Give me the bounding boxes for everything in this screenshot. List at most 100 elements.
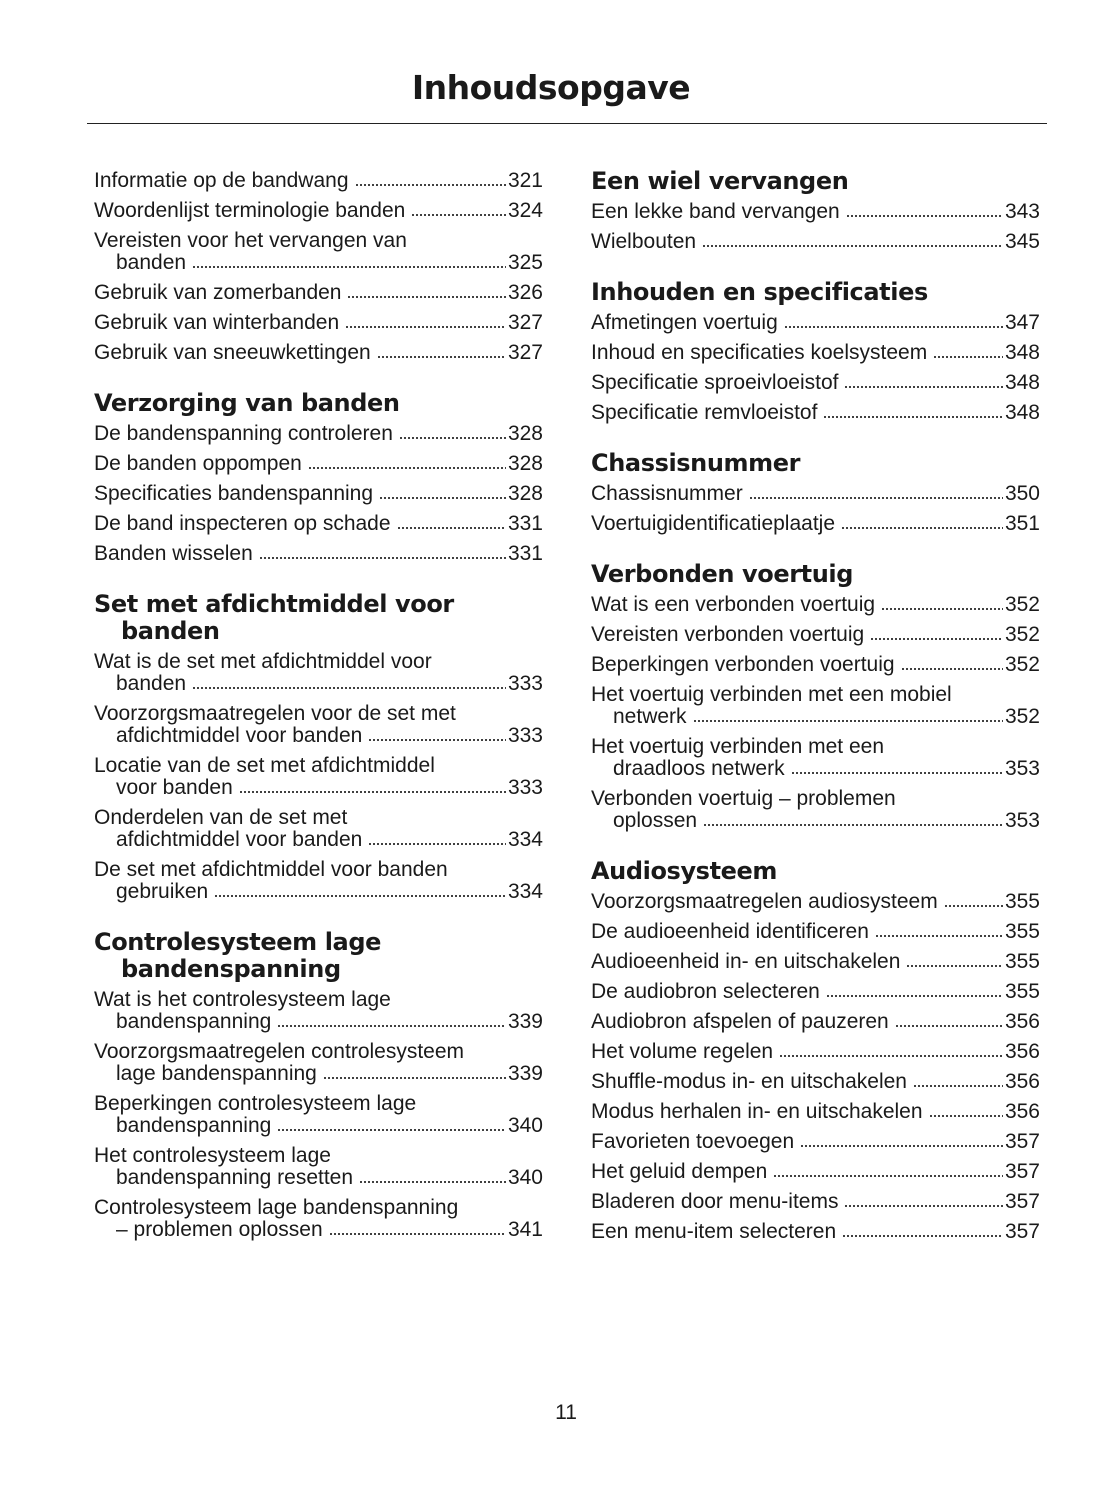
leader-group: 355 [869, 921, 1040, 943]
entry-row: bandenspanning 339 [116, 1011, 543, 1033]
dot-leader [906, 954, 1003, 968]
entry-page: 353 [1004, 757, 1040, 780]
entry-row: De band inspecteren op schade 331 [94, 513, 543, 535]
dot-leader [277, 1014, 506, 1028]
entry-page: 333 [507, 776, 543, 799]
dot-leader [307, 456, 506, 470]
entry-text: afdichtmiddel voor banden [116, 724, 363, 747]
entry-row: Het volume regelen 356 [591, 1041, 1040, 1063]
entry-page: 328 [507, 482, 543, 505]
section-heading: Set met afdichtmiddel voor banden [94, 591, 543, 645]
entry-row: De banden oppompen 328 [94, 453, 543, 475]
entry-row: Favorieten toevoegen 357 [591, 1131, 1040, 1153]
heading-line: banden [121, 617, 220, 645]
leader-group: 325 [186, 252, 543, 274]
heading-line: Controlesysteem lage [94, 928, 381, 956]
entry-text: Specificatie remvloeistof [591, 401, 818, 424]
dot-leader [874, 924, 1003, 938]
dot-leader [192, 676, 506, 690]
dot-leader [912, 1074, 1003, 1088]
leader-group: 333 [362, 725, 543, 747]
toc-entry: Een menu-item selecteren 357 [591, 1221, 1040, 1243]
toc-section: Inhouden en specificaties Afmetingen voer… [591, 279, 1040, 424]
entry-row: voor banden 333 [116, 777, 543, 799]
entry-row: Voorzorgsmaatregelen audiosysteem 355 [591, 891, 1040, 913]
entry-text: Beperkingen verbonden voertuig [591, 653, 895, 676]
entry-text: gebruiken [116, 880, 209, 903]
leader-group: 328 [373, 483, 543, 505]
entry-row: gebruiken 334 [116, 881, 543, 903]
leader-group: 352 [864, 624, 1040, 646]
entry-line: Onderdelen van de set met [94, 806, 348, 829]
dot-leader [881, 597, 1003, 611]
entry-text: Gebruik van sneeuwkettingen [94, 341, 371, 364]
entry-text: Woordenlijst terminologie banden [94, 199, 406, 222]
dot-leader [214, 884, 506, 898]
leader-group: 327 [371, 342, 543, 364]
dot-leader [368, 728, 506, 742]
dot-leader [748, 486, 1003, 500]
entry-text: Modus herhalen in- en uitschakelen [591, 1100, 923, 1123]
dot-leader [900, 657, 1003, 671]
leader-group: 334 [208, 881, 543, 903]
entry-page: 339 [507, 1010, 543, 1033]
dot-leader [790, 761, 1003, 775]
toc-entry: Chassisnummer 350 [591, 483, 1040, 505]
entry-text: Banden wisselen [94, 542, 253, 565]
entry-row: bandenspanning resetten 340 [116, 1167, 543, 1189]
entry-row: Specificatie sproeivloeistof 348 [591, 372, 1040, 394]
entry-line: Controlesysteem lage bandenspanning [94, 1196, 459, 1219]
dot-leader [894, 1014, 1003, 1028]
section-heading: Inhouden en specificaties [591, 279, 1040, 306]
entry-text: Audioeenheid in- en uitschakelen [591, 950, 901, 973]
entry-row: Wat is een verbonden voertuig 352 [591, 594, 1040, 616]
toc-entry: Beperkingen controlesysteem lage bandensp… [94, 1093, 543, 1137]
toc-entry: De audiobron selecteren 355 [591, 981, 1040, 1003]
toc-entry: Voorzorgsmaatregelen audiosysteem 355 [591, 891, 1040, 913]
leader-group: 352 [875, 594, 1040, 616]
leader-group: 339 [317, 1063, 543, 1085]
leader-group: 352 [687, 706, 1040, 728]
dot-leader [277, 1118, 506, 1132]
dot-leader [783, 315, 1003, 329]
dot-leader [238, 780, 506, 794]
heading-line: Inhouden en specificaties [591, 278, 928, 306]
toc-entry: Banden wisselen 331 [94, 543, 543, 565]
entry-page: 324 [507, 199, 543, 222]
dot-leader [398, 426, 506, 440]
entry-text: bandenspanning resetten [116, 1166, 354, 1189]
leader-group: 334 [362, 829, 543, 851]
entry-page: 334 [507, 828, 543, 851]
toc-entry: Vereisten voor het vervangen van banden 32… [94, 230, 543, 274]
toc-entry: Het geluid dempen 357 [591, 1161, 1040, 1183]
leader-group: 356 [889, 1011, 1040, 1033]
toc-entry: De set met afdichtmiddel voor banden gebr… [94, 859, 543, 903]
entry-page: 355 [1004, 890, 1040, 913]
entry-text: Gebruik van winterbanden [94, 311, 340, 334]
toc-entry: Vereisten verbonden voertuig 352 [591, 624, 1040, 646]
entry-text: Wat is een verbonden voertuig [591, 593, 876, 616]
leader-group: 357 [767, 1161, 1040, 1183]
leader-group: 339 [271, 1011, 543, 1033]
entry-line: Wat is de set met afdichtmiddel voor [94, 650, 432, 673]
heading-line: Set met afdichtmiddel voor [94, 590, 454, 618]
entry-row: Inhoud en specificaties koelsysteem 348 [591, 342, 1040, 364]
entry-page: 357 [1004, 1160, 1040, 1183]
entry-page: 356 [1004, 1010, 1040, 1033]
entry-line: Het controlesysteem lage [94, 1144, 331, 1167]
entry-row: Banden wisselen 331 [94, 543, 543, 565]
toc-section: Audiosysteem Voorzorgsmaatregelen audiosy… [591, 858, 1040, 1243]
entry-page: 348 [1004, 371, 1040, 394]
toc-column: Informatie op de bandwang 321 Woordenlijst… [94, 170, 543, 1267]
dot-leader [933, 345, 1003, 359]
dot-leader [396, 516, 506, 530]
entry-page: 353 [1004, 809, 1040, 832]
dot-leader [943, 894, 1003, 908]
leader-group: 348 [838, 372, 1040, 394]
entry-text: Specificatie sproeivloeistof [591, 371, 839, 394]
entry-line: Locatie van de set met afdichtmiddel [94, 754, 435, 777]
toc-entry: Een lekke band vervangen 343 [591, 201, 1040, 223]
toc-section: Chassisnummer Chassisnummer 350 Voertuigide… [591, 450, 1040, 535]
dot-leader [328, 1222, 506, 1236]
entry-page: 357 [1004, 1130, 1040, 1153]
